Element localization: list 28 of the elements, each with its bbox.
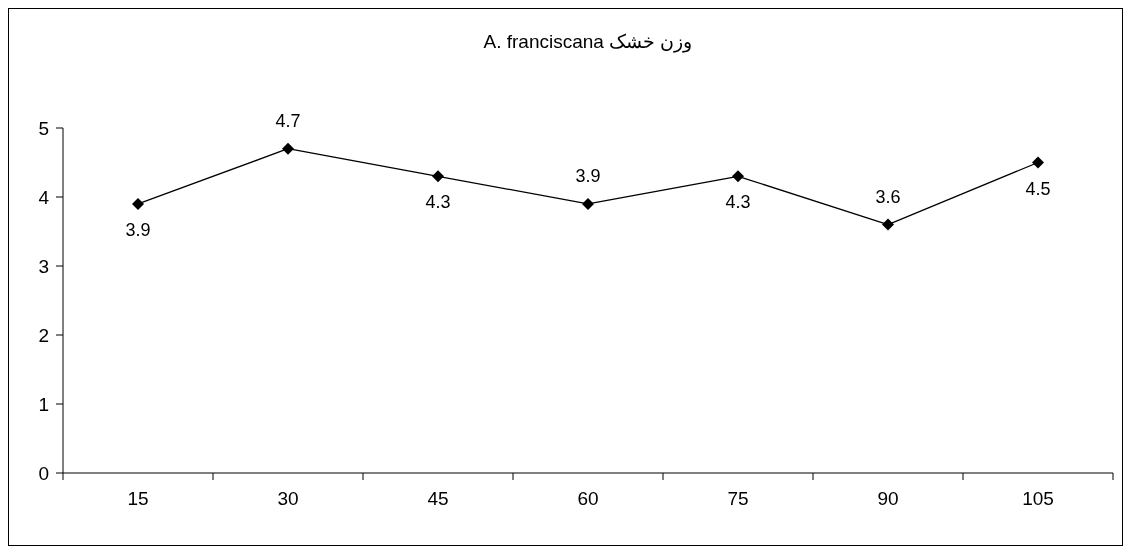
y-tick-label: 3: [38, 255, 49, 277]
x-tick-label: 105: [1022, 488, 1054, 509]
point: [582, 197, 594, 210]
data-label: 3.6: [875, 186, 901, 207]
point: [432, 170, 444, 183]
x-tick-label: 75: [727, 488, 749, 509]
chart-title: وزن خشک A. franciscana: [483, 31, 693, 53]
x-tick-label: 45: [427, 488, 449, 509]
data-label: 3.9: [575, 165, 601, 186]
x-tick-label: 30: [277, 488, 299, 509]
data-label: 4.7: [275, 110, 301, 131]
y-tick-label: 4: [38, 186, 50, 208]
data-label: 4.5: [1025, 178, 1051, 199]
y-tick-label: 5: [38, 117, 49, 139]
point: [1032, 156, 1044, 169]
data-label: 4.3: [425, 192, 451, 213]
data-label: 4.3: [725, 192, 751, 213]
data-label: 3.9: [125, 219, 151, 240]
point: [882, 218, 894, 231]
x-tick-label: 60: [577, 488, 599, 509]
x-tick-label: 15: [127, 488, 149, 509]
point: [132, 197, 144, 210]
point: [282, 142, 294, 155]
point: [732, 170, 744, 183]
y-tick-label: 1: [38, 393, 49, 415]
x-tick-label: 90: [877, 488, 899, 509]
y-tick-label: 2: [38, 324, 49, 346]
y-tick-label: 0: [38, 462, 49, 484]
